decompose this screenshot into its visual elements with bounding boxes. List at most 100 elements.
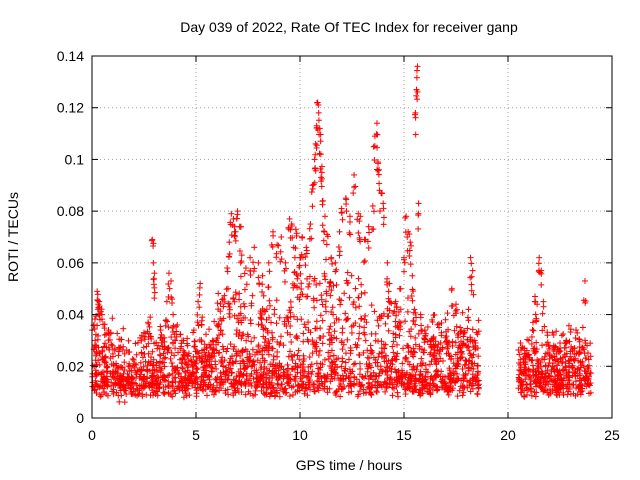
data-point	[133, 361, 140, 368]
data-point	[542, 363, 549, 370]
data-point	[265, 259, 272, 266]
data-point	[237, 310, 244, 317]
data-point	[166, 371, 173, 378]
data-point	[196, 304, 203, 311]
data-point	[135, 391, 142, 398]
data-point	[265, 337, 272, 344]
data-point	[193, 357, 200, 364]
data-point	[304, 275, 311, 282]
data-point	[241, 286, 248, 293]
data-point	[247, 254, 254, 261]
data-point	[460, 333, 467, 340]
data-point	[230, 376, 237, 383]
data-point	[431, 346, 438, 353]
data-point	[448, 287, 455, 294]
data-point	[417, 314, 424, 321]
data-point	[439, 357, 446, 364]
data-point	[192, 375, 199, 382]
data-point	[292, 378, 299, 385]
data-point	[579, 385, 586, 392]
data-point	[153, 388, 160, 395]
data-point	[235, 378, 242, 385]
data-point	[313, 281, 320, 288]
data-point	[584, 370, 591, 377]
data-point	[155, 374, 162, 381]
data-point	[237, 223, 244, 230]
data-point	[399, 375, 406, 382]
data-point	[572, 378, 579, 385]
data-point	[273, 297, 280, 304]
data-point	[94, 288, 101, 295]
data-point	[253, 374, 260, 381]
data-point	[109, 342, 116, 349]
data-point	[581, 381, 588, 388]
data-point	[217, 315, 224, 322]
data-point	[289, 366, 296, 373]
data-point	[453, 301, 459, 308]
data-point	[320, 372, 327, 379]
data-point	[223, 364, 230, 371]
data-point	[301, 390, 308, 397]
data-point	[400, 382, 407, 389]
data-point	[192, 343, 199, 350]
data-point	[470, 291, 477, 298]
data-point	[133, 381, 140, 388]
data-point	[327, 353, 334, 360]
data-point	[101, 325, 108, 332]
data-point	[551, 366, 558, 373]
data-point	[312, 140, 319, 147]
data-point	[471, 360, 478, 367]
data-point	[342, 368, 349, 375]
data-point	[452, 307, 459, 314]
data-point	[563, 350, 570, 357]
data-point	[170, 322, 177, 329]
data-point	[317, 312, 324, 319]
data-point	[160, 350, 167, 357]
data-point	[554, 392, 561, 399]
data-point	[456, 387, 463, 394]
data-point	[362, 337, 369, 344]
data-point	[312, 151, 319, 158]
data-point	[393, 374, 400, 381]
data-point	[225, 253, 232, 260]
data-point	[152, 391, 159, 398]
data-point	[220, 296, 227, 303]
data-point	[442, 382, 449, 389]
data-point	[569, 362, 576, 369]
data-point	[116, 344, 123, 351]
data-point	[579, 324, 586, 331]
data-point	[388, 368, 395, 375]
data-point	[226, 250, 233, 257]
data-point	[227, 341, 234, 348]
data-point	[389, 343, 396, 350]
data-point	[549, 363, 556, 370]
x-axis-label: GPS time / hours	[296, 457, 403, 473]
data-point	[93, 342, 100, 349]
data-point	[461, 384, 468, 391]
data-point	[133, 351, 140, 358]
data-point	[533, 383, 540, 390]
data-point	[150, 372, 157, 379]
data-point	[318, 178, 325, 185]
data-point	[215, 306, 222, 313]
data-point	[92, 386, 99, 393]
data-point	[120, 325, 127, 332]
data-point	[261, 339, 268, 346]
data-point	[386, 280, 393, 287]
data-point	[328, 347, 335, 354]
data-point	[417, 376, 424, 383]
data-point	[186, 369, 193, 376]
data-point	[288, 222, 295, 229]
data-point	[334, 364, 341, 371]
data-point	[280, 366, 287, 373]
data-point	[409, 351, 416, 358]
data-point	[277, 258, 284, 265]
data-point	[144, 368, 151, 375]
data-point	[356, 234, 363, 241]
data-point	[142, 358, 149, 365]
data-point	[373, 388, 380, 395]
data-point	[443, 333, 450, 340]
data-point	[411, 306, 418, 313]
data-point	[357, 366, 364, 373]
data-point	[98, 391, 105, 398]
